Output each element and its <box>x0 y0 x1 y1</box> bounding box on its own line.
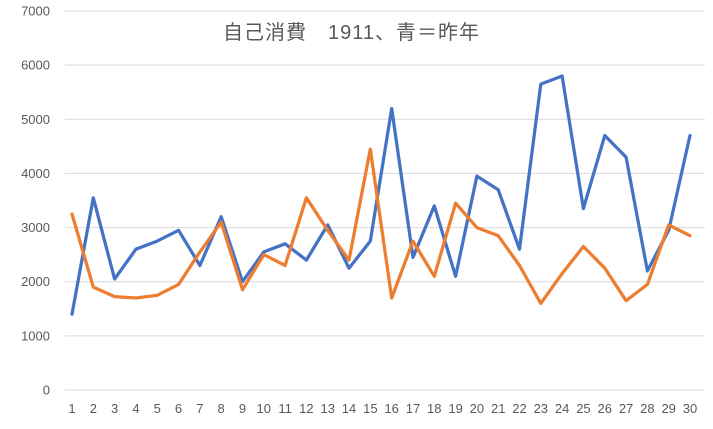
x-axis-tick-label: 5 <box>154 401 161 416</box>
x-axis-tick-label: 8 <box>218 401 225 416</box>
y-axis-tick-label: 1000 <box>21 328 50 343</box>
x-axis-tick-label: 19 <box>448 401 462 416</box>
chart-title: 自己消費 1911、青＝昨年 <box>222 22 480 44</box>
y-axis-tick-label: 0 <box>43 383 50 398</box>
y-axis-tick-label: 6000 <box>21 58 50 73</box>
x-axis-tick-label: 7 <box>196 401 203 416</box>
y-axis-tick-label: 2000 <box>21 274 50 289</box>
x-axis-tick-label: 16 <box>384 401 398 416</box>
y-axis-labels: 0 1000 2000 3000 4000 5000 6000 7000 <box>21 4 50 398</box>
x-axis-tick-label: 1 <box>68 401 75 416</box>
y-axis-tick-label: 5000 <box>21 112 50 127</box>
x-axis-tick-label: 17 <box>406 401 420 416</box>
x-axis-tick-label: 18 <box>427 401 441 416</box>
y-axis-tick-label: 7000 <box>21 4 50 19</box>
x-axis-tick-label: 30 <box>683 401 697 416</box>
x-axis-tick-label: 9 <box>239 401 246 416</box>
x-axis-tick-label: 24 <box>555 401 569 416</box>
x-axis-tick-label: 26 <box>598 401 612 416</box>
series-line-orange <box>70 147 692 306</box>
y-axis-tick-label: 3000 <box>21 220 50 235</box>
x-axis-tick-label: 2 <box>90 401 97 416</box>
x-axis-tick-label: 4 <box>132 401 139 416</box>
series-line-blue <box>70 74 692 316</box>
x-axis-tick-label: 14 <box>342 401 356 416</box>
gridlines <box>65 10 705 391</box>
x-axis-tick-label: 25 <box>576 401 590 416</box>
x-axis-tick-label: 22 <box>512 401 526 416</box>
y-axis-tick-label: 4000 <box>21 166 50 181</box>
x-axis-tick-label: 11 <box>278 401 292 416</box>
x-axis-tick-label: 28 <box>640 401 654 416</box>
x-axis-tick-label: 13 <box>320 401 334 416</box>
x-axis-labels: 1 2 3 4 5 6 7 8 9 10 11 12 13 14 15 16 17 18 19 20 21 22 23 24 2… <box>68 401 697 416</box>
x-axis-tick-label: 20 <box>470 401 484 416</box>
x-axis-tick-label: 15 <box>363 401 377 416</box>
x-axis-tick-label: 29 <box>661 401 675 416</box>
x-axis-tick-label: 10 <box>257 401 271 416</box>
x-axis-tick-label: 3 <box>111 401 118 416</box>
x-axis-tick-label: 12 <box>299 401 313 416</box>
x-axis-tick-label: 6 <box>175 401 182 416</box>
x-axis-tick-label: 21 <box>491 401 505 416</box>
x-axis-tick-label: 23 <box>534 401 548 416</box>
x-axis-tick-label: 27 <box>619 401 633 416</box>
